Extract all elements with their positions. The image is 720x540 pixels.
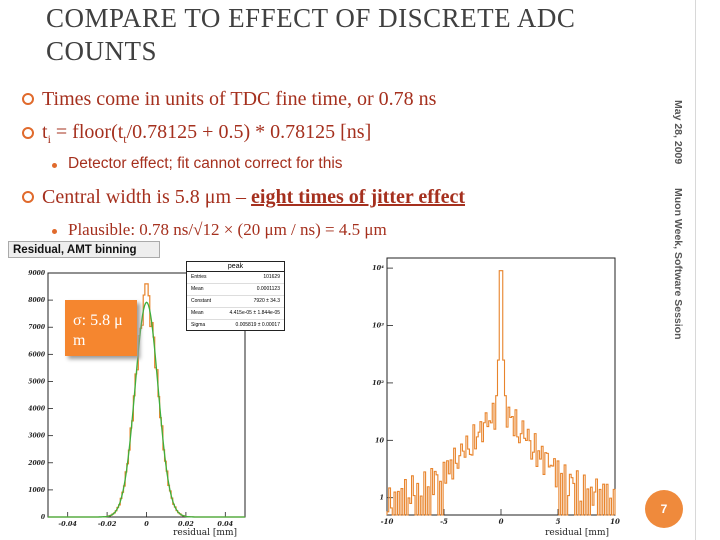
y-tick-label: 2000	[27, 460, 46, 467]
x-tick-label: 5	[556, 517, 561, 526]
plot-frame	[387, 258, 615, 515]
x-tick-label: -0.02	[98, 520, 117, 528]
x-tick-label: -10	[381, 517, 394, 526]
y-tick-label: 4000	[28, 406, 46, 413]
stats-value: 101629	[263, 272, 280, 283]
side-footer: May 28, 2009 Muon Week, Software Session	[668, 100, 688, 370]
stats-key: Constant	[191, 296, 211, 307]
y-tick-label: 1000	[28, 487, 46, 494]
stats-key: Mean	[191, 284, 204, 295]
stats-row: Mean 4.415e-05 ± 1.844e-05	[187, 308, 284, 320]
left-plot-title: Residual, AMT binning	[8, 241, 160, 258]
side-session: Muon Week, Software Session	[672, 188, 684, 340]
stats-value: 0.0001123	[257, 284, 280, 295]
sub-bullet-detector-effect: Detector effect; fit cannot correct for …	[68, 155, 343, 173]
y-tick-label: 5000	[28, 378, 46, 385]
sub-bullet-plausible: Plausible: 0.78 ns/√12 × (20 μm / ns) = …	[68, 220, 387, 240]
y-tick-label: 8000	[28, 297, 46, 304]
stats-row: Entries 101629	[187, 272, 284, 284]
bullet-marker	[22, 93, 34, 105]
x-axis-label: residual [mm]	[545, 528, 609, 538]
x-tick-label: -5	[440, 517, 448, 526]
bullet-marker	[22, 191, 34, 203]
y-tick-label: 10⁴	[372, 264, 384, 272]
stats-row: Mean 0.0001123	[187, 284, 284, 296]
sub-bullet-marker	[52, 163, 57, 168]
x-tick-label: 0.04	[217, 520, 233, 528]
y-tick-label: 9000	[28, 270, 46, 277]
stats-header: peak	[187, 262, 284, 272]
x-axis-label: residual [mm]	[173, 528, 237, 538]
y-tick-label: 0	[41, 514, 46, 521]
x-tick-label: 0.02	[178, 520, 194, 528]
bullet-central-width: Central width is 5.8 μm – eight times of…	[42, 185, 465, 209]
bullet-tdc-units: Times come in units of TDC fine time, or…	[42, 87, 436, 111]
y-tick-label: 10³	[372, 322, 384, 330]
y-tick-label: 7000	[28, 324, 46, 331]
x-tick-label: -0.04	[58, 520, 77, 528]
histogram-line	[387, 271, 615, 515]
x-tick-label: 0	[499, 517, 504, 526]
y-tick-label: 6000	[28, 351, 46, 358]
right-divider	[695, 0, 696, 540]
side-date: May 28, 2009	[672, 100, 684, 164]
stats-box: peak Entries 101629 Mean 0.0001123 Constant 7…	[186, 261, 285, 331]
sub-bullet-marker	[52, 229, 57, 234]
y-tick-label: 10²	[372, 379, 384, 387]
y-tick-label: 3000	[28, 433, 46, 440]
stats-value: 4.415e-05 ± 1.844e-05	[229, 308, 280, 319]
bullet-marker	[22, 127, 34, 139]
page-number-badge: 7	[645, 490, 683, 528]
x-tick-label: 0	[144, 520, 149, 528]
bullet-floor-formula: ti = floor(tt/0.78125 + 0.5) * 0.78125 […	[42, 120, 371, 151]
y-tick-label: 1	[379, 494, 384, 502]
x-tick-label: 10	[610, 517, 620, 526]
stats-key: Sigma	[191, 320, 205, 331]
sigma-callout: σ: 5.8 μ m	[65, 300, 137, 356]
stats-value: 0.005819 ± 0.00017	[236, 320, 280, 331]
slide-title: COMPARE TO EFFECT OF DISCRETE ADC COUNTS	[46, 2, 666, 68]
stats-key: Entries	[191, 272, 207, 283]
stats-key: Mean	[191, 308, 204, 319]
stats-row: Constant 7920 ± 34.3	[187, 296, 284, 308]
stats-value: 7920 ± 34.3	[254, 296, 280, 307]
stats-row: Sigma 0.005819 ± 0.00017	[187, 320, 284, 331]
y-tick-label: 10	[375, 436, 385, 444]
